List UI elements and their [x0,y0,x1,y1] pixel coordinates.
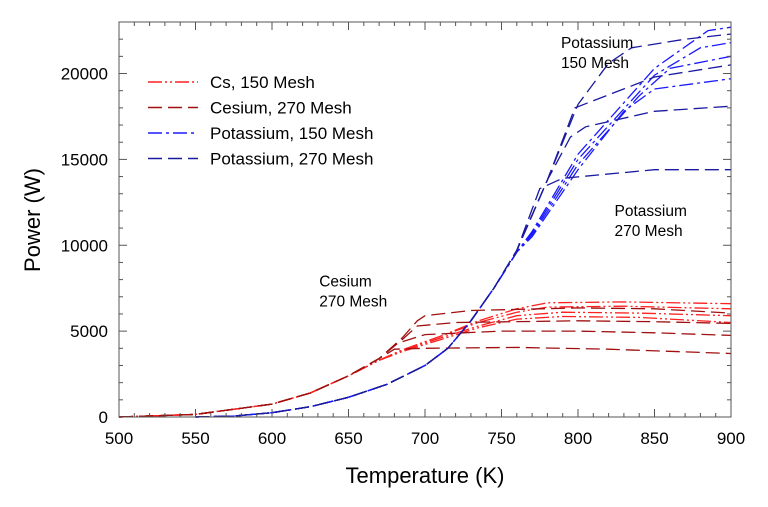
x-tick-label: 700 [411,429,439,448]
x-tick-label: 600 [258,429,286,448]
annotation: Potassium 150 Mesh [561,35,633,72]
series-2-curve-4 [118,346,732,418]
x-tick-label: 500 [105,429,133,448]
y-tick-label: 10000 [61,236,108,255]
series-1-curve-3 [118,311,732,418]
y-tick-label: 20000 [61,65,108,84]
annotation: Cesium 270 Mesh [319,273,387,310]
x-tick-label: 850 [640,429,668,448]
x-tick-label: 550 [181,429,209,448]
y-tick-label: 0 [99,408,108,427]
legend-label: Potassium, 270 Mesh [210,150,373,169]
annotation: Potassium 270 Mesh [615,203,687,240]
x-tick-label: 650 [334,429,362,448]
legend-label: Cs, 150 Mesh [210,73,315,92]
legend-label: Potassium, 150 Mesh [210,124,373,143]
axis-ticks: 500 550 600 650 700 750 800 850 900 0 5000 10000 150… [61,21,745,448]
series-1-curve-2 [118,305,732,418]
series-4-curve-3 [195,64,732,418]
x-tick-label: 800 [564,429,592,448]
annotations: Potassium 150 Mesh Potassium 270 Mesh Cesium… [319,35,687,311]
series-2-curve-1 [118,307,732,418]
legend-label: Cesium, 270 Mesh [210,99,352,118]
legend: Cs, 150 Mesh Cesium, 270 Mesh Potassium, 1… [148,73,373,169]
series-1-curve-4 [118,315,732,418]
plot-marks [118,26,732,418]
series-4-curve-4 [195,33,732,418]
series-1-curve-1 [118,301,732,418]
y-tick-label: 5000 [70,322,108,341]
x-tick-label: 750 [487,429,515,448]
x-tick-label: 900 [717,429,745,448]
y-tick-label: 15000 [61,150,108,169]
y-axis-label: Power (W) [20,168,45,272]
series-2-curve-3 [118,330,732,418]
x-axis-label: Temperature (K) [346,463,505,488]
